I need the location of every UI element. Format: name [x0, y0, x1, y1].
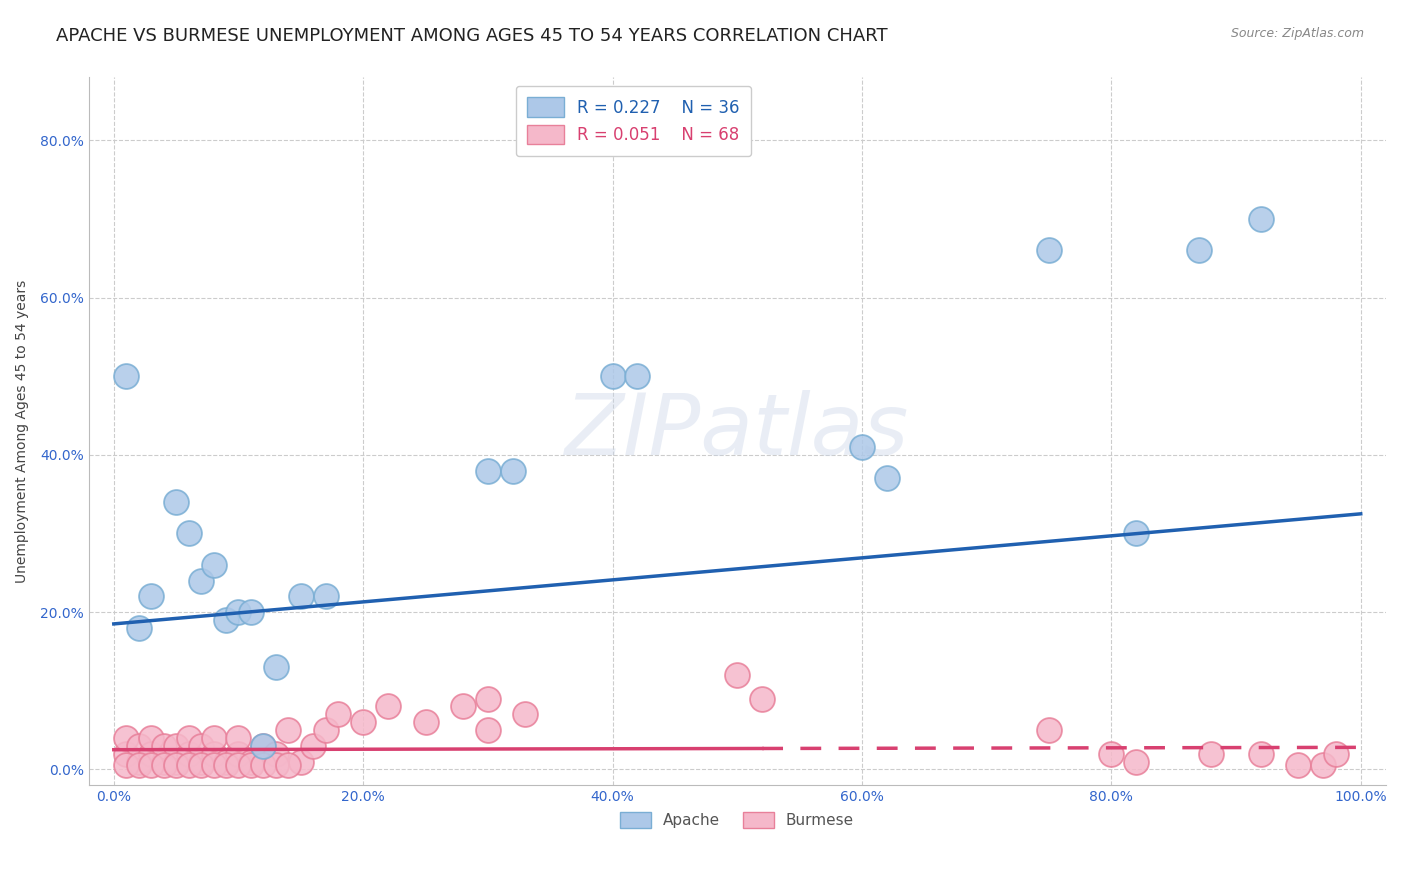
Point [626, 369, 648, 384]
Point [477, 723, 499, 737]
Point [228, 747, 250, 761]
Point [115, 758, 138, 772]
Point [252, 739, 274, 753]
Point [190, 574, 212, 588]
Point [239, 755, 262, 769]
Point [477, 691, 499, 706]
Point [239, 758, 262, 772]
Point [725, 668, 748, 682]
Point [264, 747, 287, 761]
Point [415, 715, 437, 730]
Point [1324, 747, 1347, 761]
Point [152, 739, 174, 753]
Point [165, 495, 187, 509]
Point [228, 605, 250, 619]
Point [1125, 526, 1147, 541]
Point [1038, 244, 1060, 258]
Point [239, 605, 262, 619]
Point [851, 440, 873, 454]
Point [252, 758, 274, 772]
Point [190, 739, 212, 753]
Point [352, 715, 374, 730]
Point [264, 758, 287, 772]
Point [751, 691, 773, 706]
Point [228, 758, 250, 772]
Point [1250, 211, 1272, 226]
Point [202, 731, 225, 745]
Point [152, 755, 174, 769]
Legend: Apache, Burmese: Apache, Burmese [614, 805, 860, 834]
Point [128, 621, 150, 635]
Y-axis label: Unemployment Among Ages 45 to 54 years: Unemployment Among Ages 45 to 54 years [15, 279, 30, 582]
Point [1187, 244, 1209, 258]
Point [190, 758, 212, 772]
Point [177, 758, 200, 772]
Point [876, 471, 898, 485]
Point [177, 747, 200, 761]
Point [602, 369, 624, 384]
Point [152, 758, 174, 772]
Point [1199, 747, 1222, 761]
Point [302, 739, 325, 753]
Point [128, 755, 150, 769]
Point [277, 758, 299, 772]
Point [290, 590, 312, 604]
Text: Source: ZipAtlas.com: Source: ZipAtlas.com [1230, 27, 1364, 40]
Text: ZIPatlas: ZIPatlas [565, 390, 910, 473]
Point [1250, 747, 1272, 761]
Point [1038, 723, 1060, 737]
Point [228, 731, 250, 745]
Point [277, 723, 299, 737]
Point [315, 590, 337, 604]
Point [1099, 747, 1122, 761]
Point [252, 739, 274, 753]
Point [215, 613, 238, 627]
Text: APACHE VS BURMESE UNEMPLOYMENT AMONG AGES 45 TO 54 YEARS CORRELATION CHART: APACHE VS BURMESE UNEMPLOYMENT AMONG AGE… [56, 27, 887, 45]
Point [165, 755, 187, 769]
Point [202, 758, 225, 772]
Point [128, 758, 150, 772]
Point [264, 660, 287, 674]
Point [115, 369, 138, 384]
Point [141, 747, 163, 761]
Point [215, 755, 238, 769]
Point [315, 723, 337, 737]
Point [477, 464, 499, 478]
Point [515, 707, 537, 722]
Point [177, 731, 200, 745]
Point [190, 755, 212, 769]
Point [141, 758, 163, 772]
Point [290, 755, 312, 769]
Point [165, 739, 187, 753]
Point [141, 731, 163, 745]
Point [1312, 758, 1334, 772]
Point [215, 758, 238, 772]
Point [165, 758, 187, 772]
Point [202, 558, 225, 572]
Point [128, 739, 150, 753]
Point [1125, 755, 1147, 769]
Point [202, 747, 225, 761]
Point [177, 526, 200, 541]
Point [115, 731, 138, 745]
Point [451, 699, 474, 714]
Point [328, 707, 350, 722]
Point [502, 464, 524, 478]
Point [1286, 758, 1309, 772]
Point [141, 590, 163, 604]
Point [115, 747, 138, 761]
Point [377, 699, 399, 714]
